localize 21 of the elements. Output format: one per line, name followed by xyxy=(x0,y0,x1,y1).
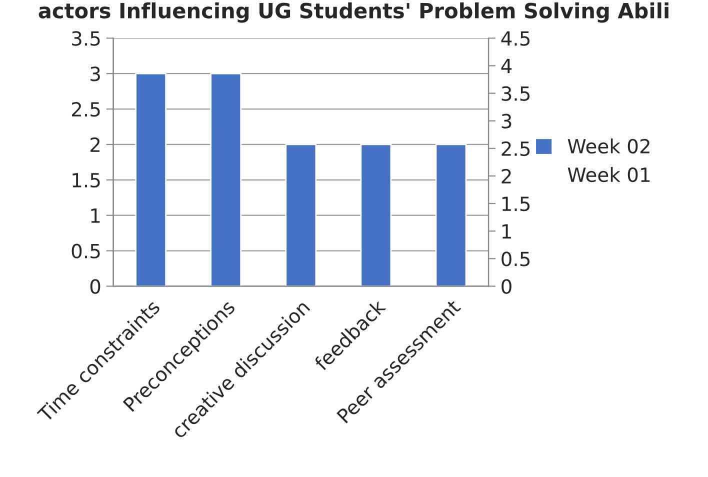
y2-tick-label: 0.5 xyxy=(502,252,530,266)
y-tick-label: 2.5 xyxy=(72,102,100,117)
y-tick-label: 2 xyxy=(90,137,100,152)
y2-tick-label: 4 xyxy=(501,58,512,74)
y2-tick-label: 2 xyxy=(502,168,511,184)
y2-tick-label: 1 xyxy=(502,224,511,238)
text: Week 01 xyxy=(568,167,650,182)
y-tick-label: 0.5 xyxy=(72,244,100,258)
y-tick-label: 0 xyxy=(90,279,100,294)
y-tick-label: 1.5 xyxy=(72,173,100,188)
y2-tick-label: 3 xyxy=(502,114,512,129)
legend-label: Week 02 xyxy=(568,138,650,154)
y-tick-label: 3 xyxy=(90,66,100,82)
y2-tick-label: 2.5 xyxy=(502,141,530,156)
chart-title: actors Influencing UG Students' Problem Solving Abili xyxy=(38,2,668,23)
y2-tick-label: 0 xyxy=(502,279,512,294)
y-tick-label: 3.5 xyxy=(72,31,100,46)
y-tick-label: 1 xyxy=(91,208,100,223)
y2-tick-label: 1.5 xyxy=(502,196,530,212)
y2-tick-label: 4.5 xyxy=(501,31,530,46)
y2-tick-label: 3.5 xyxy=(502,86,530,101)
